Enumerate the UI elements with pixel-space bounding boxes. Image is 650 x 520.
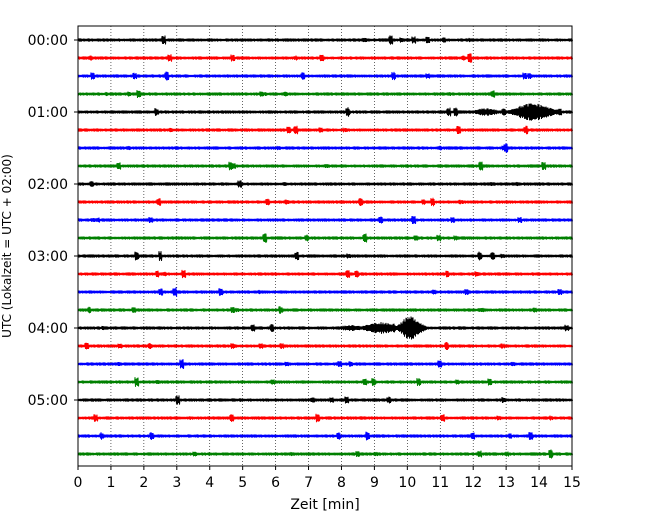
trace-22 — [77, 431, 573, 441]
x-tick-label-7: 7 — [304, 475, 313, 491]
trace-2 — [77, 71, 573, 81]
x-tick-label-4: 4 — [205, 475, 214, 491]
trace-18 — [77, 359, 573, 369]
x-tick-label-15: 15 — [563, 475, 581, 491]
trace-12 — [77, 251, 573, 261]
x-tick-label-10: 10 — [398, 475, 416, 491]
trace-15 — [77, 306, 573, 314]
trace-10 — [77, 215, 573, 225]
trace-8 — [77, 180, 573, 188]
seismogram-traces — [77, 35, 573, 459]
plot-frame — [77, 25, 573, 467]
trace-14 — [77, 287, 573, 297]
x-tick-label-6: 6 — [271, 475, 280, 491]
x-tick-label-1: 1 — [106, 475, 115, 491]
trace-11 — [77, 233, 573, 243]
x-tick-label-9: 9 — [370, 475, 379, 491]
y-tick-label-4: 04:00 — [28, 321, 68, 337]
trace-7 — [77, 161, 573, 171]
x-tick-label-0: 0 — [74, 475, 83, 491]
y-tick-label-1: 01:00 — [28, 105, 68, 121]
x-tick-label-3: 3 — [172, 475, 181, 491]
trace-23 — [77, 449, 573, 459]
y-tick-label-2: 02:00 — [28, 177, 68, 193]
x-tick-label-12: 12 — [464, 475, 482, 491]
trace-4 — [77, 103, 573, 121]
x-tick-label-5: 5 — [238, 475, 247, 491]
trace-16 — [77, 316, 573, 340]
trace-3 — [77, 89, 573, 99]
trace-21 — [77, 413, 573, 423]
trace-5 — [77, 125, 573, 135]
y-tick-label-3: 03:00 — [28, 249, 68, 265]
trace-1 — [77, 53, 573, 63]
x-tick-label-8: 8 — [337, 475, 346, 491]
trace-20 — [77, 395, 573, 405]
x-axis-ticks: 0 1 2 3 4 5 6 7 8 9 10 11 12 13 14 15 — [74, 466, 581, 491]
y-tick-label-0: 00:00 — [28, 33, 68, 49]
y-axis-ticks: 00:00 01:00 02:00 03:00 04:00 05:00 — [28, 33, 78, 409]
trace-6 — [77, 143, 573, 153]
trace-13 — [77, 269, 573, 279]
y-tick-label-5: 05:00 — [28, 393, 68, 409]
x-tick-label-13: 13 — [497, 475, 515, 491]
x-tick-label-14: 14 — [530, 475, 548, 491]
trace-0 — [77, 35, 573, 45]
y-axis-label: UTC (Lokalzeit = UTC + 02:00) — [0, 154, 14, 338]
x-tick-label-11: 11 — [431, 475, 449, 491]
trace-19 — [77, 377, 573, 387]
trace-9 — [77, 197, 573, 207]
x-tick-label-2: 2 — [139, 475, 148, 491]
grid-lines — [110, 26, 540, 466]
x-axis-label: Zeit [min] — [290, 497, 359, 513]
trace-17 — [77, 341, 573, 351]
